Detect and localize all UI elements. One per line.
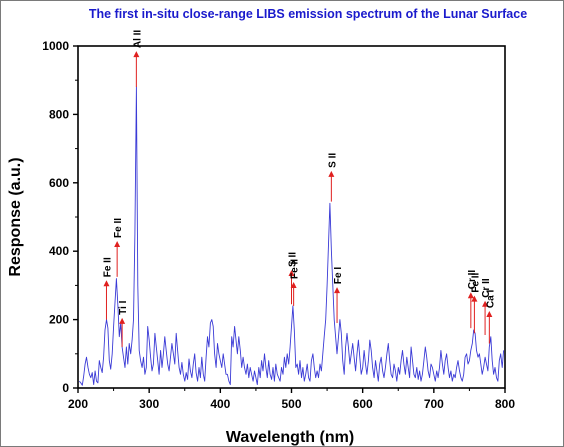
annotation-arrow-head xyxy=(103,280,110,287)
x-tick-label: 700 xyxy=(424,397,444,411)
annotation-arrow-head xyxy=(133,51,140,58)
annotation-arrow-head xyxy=(119,317,126,324)
annotation-label: S II xyxy=(288,252,299,267)
y-axis-title: Response (a.u.) xyxy=(7,157,24,276)
annotation-label: Fe II xyxy=(113,218,124,238)
y-tick-label: 400 xyxy=(49,244,69,258)
annotation-label: Ti I xyxy=(118,300,129,314)
annotation-label: Ca I xyxy=(485,289,496,308)
x-tick-label: 800 xyxy=(495,397,515,411)
annotation-label: Fe I xyxy=(333,267,344,284)
y-tick-label: 0 xyxy=(62,381,69,395)
annotation-arrow-head xyxy=(288,270,295,277)
annotation-arrow-head xyxy=(486,311,493,318)
annotation-label: Al II xyxy=(132,30,143,49)
spectrum-line xyxy=(79,86,505,386)
x-axis-title: Wavelength (nm) xyxy=(226,429,354,446)
annotation-label: Cr II xyxy=(481,278,492,298)
annotation-label: Fe II xyxy=(102,257,113,277)
chart-title: The first in-situ close-range LIBS emiss… xyxy=(89,7,527,21)
annotation-label: Cr II xyxy=(467,270,478,290)
annotation-label: Fe II xyxy=(470,272,481,292)
x-tick-label: 500 xyxy=(281,397,301,411)
annotation-arrow-head xyxy=(328,170,335,177)
y-tick-label: 800 xyxy=(49,107,69,121)
x-tick-label: 600 xyxy=(353,397,373,411)
y-tick-label: 1000 xyxy=(42,39,69,53)
annotation-arrow-head xyxy=(467,292,474,299)
plot-area: 200 300 400 500 600 700 800 0 200 400 600 800 1000 Fe… xyxy=(42,30,515,411)
annotation-arrow-head xyxy=(114,240,121,247)
x-tick-label: 300 xyxy=(139,397,159,411)
annotation-label: S II xyxy=(327,153,338,168)
x-tick-label: 400 xyxy=(210,397,230,411)
annotation-arrow-head xyxy=(482,300,489,307)
y-tick-label: 600 xyxy=(49,176,69,190)
annotation-arrow-head xyxy=(290,281,297,288)
annotation-label: Fe II xyxy=(290,259,301,279)
annotation-arrow-head xyxy=(334,287,341,294)
y-tick-label: 200 xyxy=(49,313,69,327)
x-tick-label: 200 xyxy=(68,397,88,411)
annotation-arrow-head xyxy=(471,295,478,302)
